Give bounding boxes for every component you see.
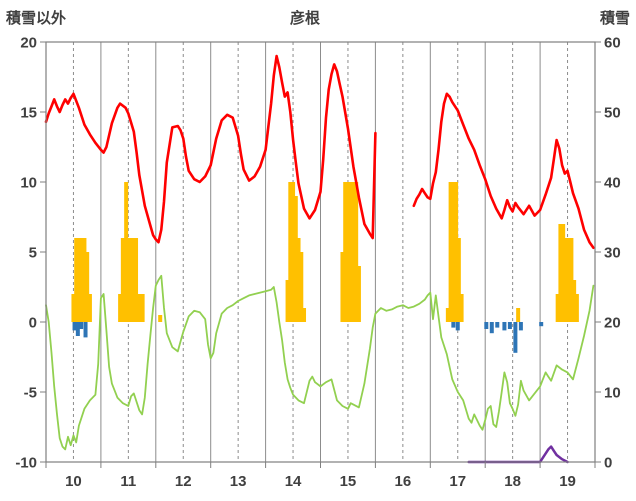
orange-bars-bar (345, 182, 350, 322)
orange-bars-bar (459, 294, 464, 322)
orange-bars-bar (285, 280, 290, 322)
orange-bars-bar (572, 280, 577, 322)
chart-title: 彦根 (290, 9, 320, 27)
blue-bars-bar (489, 322, 494, 334)
orange-bars-bar (130, 238, 135, 322)
blue-bars-bar (484, 322, 489, 329)
x-axis-tick-label: 17 (449, 473, 466, 490)
orange-bars-bar (299, 252, 304, 322)
orange-bars-bar (454, 182, 459, 322)
x-axis-tick-label: 16 (395, 473, 412, 490)
blue-bars-bar (451, 322, 456, 328)
green-line (45, 274, 595, 451)
orange-bars-bar (140, 294, 145, 322)
x-axis-tick-label: 19 (559, 473, 576, 490)
right-axis-tick-label: 20 (604, 315, 621, 332)
orange-bars-bar (569, 238, 574, 322)
orange-bars-bar (561, 224, 566, 322)
orange-bars-bar (158, 315, 163, 322)
orange-bars-bar (74, 238, 79, 322)
right-axis-tick-label: 40 (604, 175, 621, 192)
blue-bars-bar (507, 322, 512, 329)
orange-bars-bar (558, 224, 563, 322)
left-axis-tick-label: 15 (20, 105, 37, 122)
orange-bars-bar (296, 238, 301, 322)
x-axis-tick-label: 15 (340, 473, 357, 490)
orange-bars-bar (555, 294, 560, 322)
blue-bars-bar (502, 322, 507, 331)
right-axis-title: 積雪 (599, 9, 630, 27)
x-axis-tick-label: 10 (65, 473, 82, 490)
orange-bars-bar (445, 308, 450, 322)
orange-bars-bar (456, 238, 461, 322)
left-axis-tick-label: 5 (29, 245, 37, 262)
orange-bars-bar (85, 252, 90, 322)
orange-bars-bar (293, 196, 298, 322)
x-axis-tick-label: 12 (175, 473, 192, 490)
orange-bars-bar (79, 238, 84, 322)
right-axis-tick-label: 60 (604, 35, 621, 52)
left-axis-tick-label: -5 (24, 385, 37, 402)
orange-bars-bar (82, 238, 87, 322)
left-axis-tick-label: 0 (29, 315, 37, 332)
left-axis-tick-label: 20 (20, 35, 37, 52)
left-axis-tick-label: -10 (15, 455, 37, 472)
orange-bars-bar (516, 308, 521, 322)
orange-bars-bar (566, 238, 571, 322)
right-axis-tick-label: 30 (604, 245, 621, 262)
x-axis-tick-label: 13 (230, 473, 247, 490)
orange-bars-bar (288, 182, 293, 322)
orange-bars-bar (351, 182, 356, 322)
blue-bars-bar (539, 322, 544, 327)
orange-bars-bar (124, 182, 129, 322)
orange-bars-bar (451, 182, 456, 322)
orange-bars-bar (574, 294, 579, 322)
orange-bars-bar (118, 294, 123, 322)
orange-bars-bar (120, 238, 125, 322)
left-axis-tick-label: 10 (20, 175, 37, 192)
blue-bars-bar (495, 322, 500, 328)
blue-bars-bar (79, 322, 84, 329)
red-line (412, 92, 595, 250)
orange-bars-bar (563, 238, 568, 322)
orange-bars-bar (354, 182, 359, 322)
orange-bars-bar (356, 266, 361, 322)
right-axis-tick-label: 50 (604, 105, 621, 122)
orange-bars-bar (448, 182, 453, 322)
x-axis-tick-label: 11 (120, 473, 136, 490)
blue-bars-bar (513, 322, 518, 353)
left-axis-title: 積雪以外 (5, 9, 66, 27)
red-line (44, 54, 377, 244)
orange-bars-bar (137, 294, 142, 322)
orange-bars-bar (71, 294, 76, 322)
blue-bars-bar (518, 322, 523, 331)
orange-bars-bar (348, 182, 353, 322)
x-axis-tick-label: 18 (504, 473, 521, 490)
orange-bars-bar (291, 182, 296, 322)
blue-bars-bar (75, 322, 80, 336)
orange-bars-bar (76, 238, 81, 322)
x-axis-tick-label: 14 (285, 473, 302, 490)
orange-bars-bar (302, 308, 307, 322)
blue-bars-bar (455, 322, 460, 331)
right-axis-tick-label: 0 (604, 455, 612, 472)
right-axis-tick-label: 10 (604, 385, 621, 402)
orange-bars-bar (343, 182, 348, 322)
purple-line (467, 445, 569, 464)
blue-bars-bar (72, 322, 77, 331)
blue-bars-bar (83, 322, 88, 338)
orange-bars-bar (87, 294, 92, 322)
orange-bars-bar (134, 238, 139, 322)
orange-bars-bar (127, 238, 132, 322)
orange-bars-bar (340, 252, 345, 322)
